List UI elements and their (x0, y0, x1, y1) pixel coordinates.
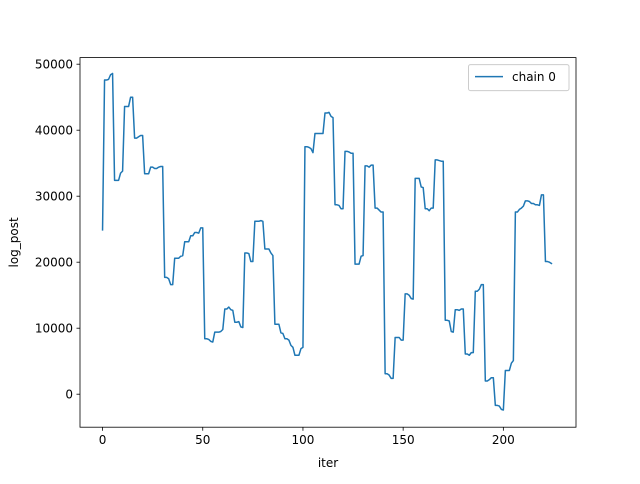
legend: chain 0 (468, 64, 570, 92)
x-tick-label: 0 (99, 433, 107, 447)
y-tick-label: 30000 (35, 190, 73, 204)
x-tick-label: 50 (195, 433, 210, 447)
x-tick-label: 200 (492, 433, 515, 447)
plot-area (101, 72, 553, 411)
y-axis-label: log_post (7, 217, 21, 268)
y-tick-label: 40000 (35, 124, 73, 138)
y-tick-label: 50000 (35, 58, 73, 72)
x-axis-label: iter (318, 456, 338, 470)
x-axis: 0 50 100 150 200 (99, 427, 515, 447)
legend-entry-chain-0: chain 0 (512, 70, 556, 84)
y-tick-label: 20000 (35, 256, 73, 270)
axes-frame (79, 57, 577, 428)
x-tick-label: 100 (291, 433, 314, 447)
y-tick-label: 0 (65, 388, 73, 402)
x-tick-label: 150 (392, 433, 415, 447)
legend-box (468, 64, 570, 92)
y-axis: 0 10000 20000 30000 40000 50000 (35, 58, 80, 402)
series-line-chain-0 (101, 72, 553, 411)
y-tick-label: 10000 (35, 322, 73, 336)
